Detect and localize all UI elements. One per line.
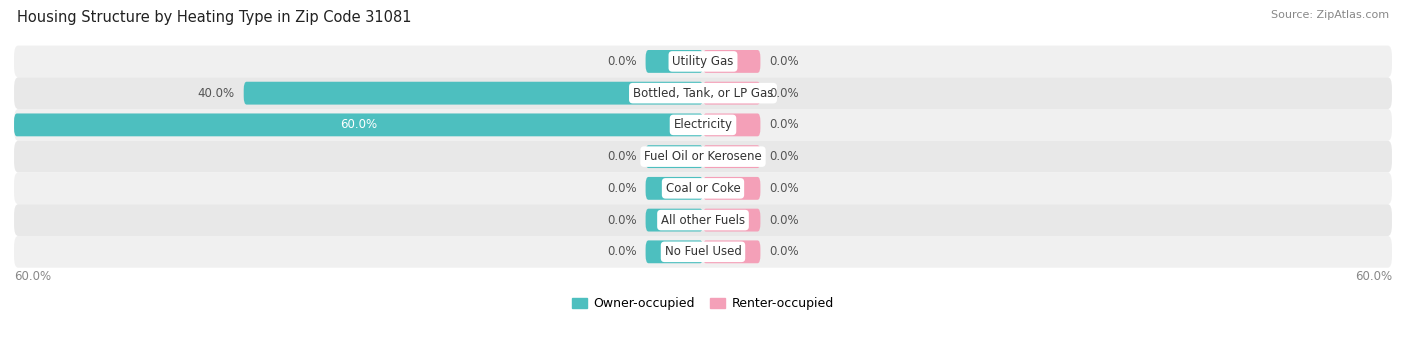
Text: 0.0%: 0.0% [607, 182, 637, 195]
FancyBboxPatch shape [703, 82, 761, 105]
Text: 0.0%: 0.0% [769, 214, 799, 226]
FancyBboxPatch shape [14, 141, 1392, 172]
FancyBboxPatch shape [645, 177, 703, 200]
Legend: Owner-occupied, Renter-occupied: Owner-occupied, Renter-occupied [568, 292, 838, 316]
Text: Fuel Oil or Kerosene: Fuel Oil or Kerosene [644, 150, 762, 163]
Text: 0.0%: 0.0% [607, 245, 637, 258]
Text: 0.0%: 0.0% [769, 182, 799, 195]
Text: 0.0%: 0.0% [769, 245, 799, 258]
FancyBboxPatch shape [645, 240, 703, 263]
FancyBboxPatch shape [14, 204, 1392, 236]
FancyBboxPatch shape [14, 114, 703, 136]
Text: 60.0%: 60.0% [1355, 270, 1392, 283]
Text: 40.0%: 40.0% [197, 87, 235, 100]
Text: 0.0%: 0.0% [607, 150, 637, 163]
FancyBboxPatch shape [703, 177, 761, 200]
FancyBboxPatch shape [243, 82, 703, 105]
Text: Bottled, Tank, or LP Gas: Bottled, Tank, or LP Gas [633, 87, 773, 100]
Text: 60.0%: 60.0% [340, 118, 377, 131]
FancyBboxPatch shape [703, 240, 761, 263]
Text: Housing Structure by Heating Type in Zip Code 31081: Housing Structure by Heating Type in Zip… [17, 10, 412, 25]
FancyBboxPatch shape [14, 46, 1392, 77]
FancyBboxPatch shape [703, 209, 761, 232]
Text: 0.0%: 0.0% [769, 150, 799, 163]
FancyBboxPatch shape [645, 145, 703, 168]
Text: Utility Gas: Utility Gas [672, 55, 734, 68]
Text: 0.0%: 0.0% [607, 214, 637, 226]
FancyBboxPatch shape [14, 77, 1392, 109]
Text: Electricity: Electricity [673, 118, 733, 131]
FancyBboxPatch shape [645, 209, 703, 232]
Text: Coal or Coke: Coal or Coke [665, 182, 741, 195]
FancyBboxPatch shape [703, 145, 761, 168]
Text: All other Fuels: All other Fuels [661, 214, 745, 226]
FancyBboxPatch shape [645, 50, 703, 73]
Text: 0.0%: 0.0% [769, 55, 799, 68]
Text: 0.0%: 0.0% [769, 87, 799, 100]
Text: 0.0%: 0.0% [607, 55, 637, 68]
Text: 60.0%: 60.0% [14, 270, 51, 283]
Text: No Fuel Used: No Fuel Used [665, 245, 741, 258]
Text: Source: ZipAtlas.com: Source: ZipAtlas.com [1271, 10, 1389, 20]
FancyBboxPatch shape [703, 114, 761, 136]
FancyBboxPatch shape [14, 236, 1392, 268]
FancyBboxPatch shape [14, 172, 1392, 204]
FancyBboxPatch shape [14, 109, 1392, 141]
Text: 0.0%: 0.0% [769, 118, 799, 131]
FancyBboxPatch shape [703, 50, 761, 73]
